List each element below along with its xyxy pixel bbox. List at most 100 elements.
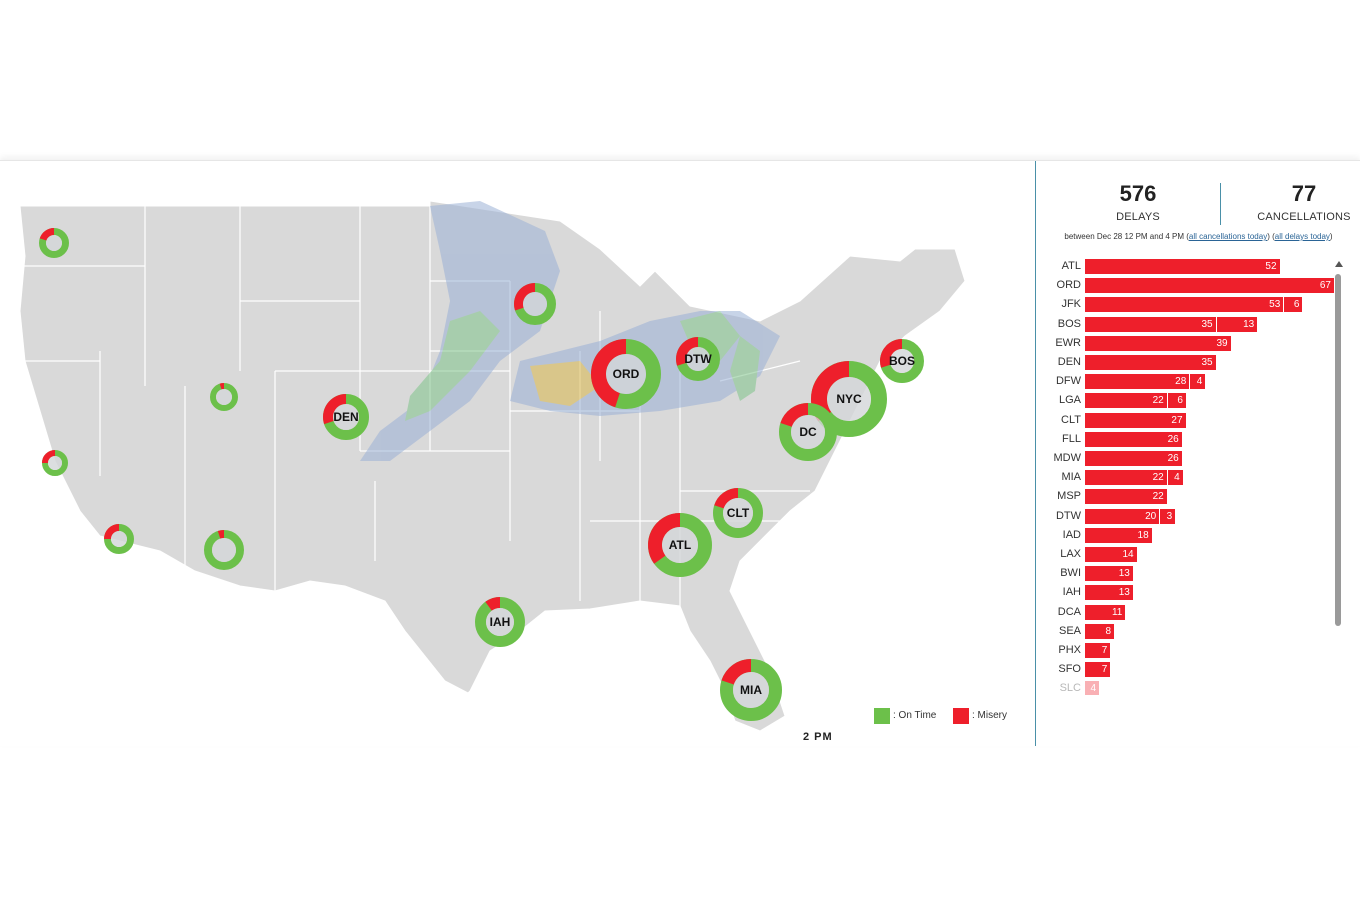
airport-marker[interactable]	[39, 228, 69, 258]
cancellations-bar[interactable]: 3	[1160, 508, 1177, 524]
airport-bar-row[interactable]: FLL 26	[1036, 431, 1336, 447]
airport-marker[interactable]	[42, 450, 68, 476]
delays-bar[interactable]: 4	[1085, 681, 1101, 695]
delays-bar[interactable]: 22	[1085, 489, 1168, 505]
cancellations-bar[interactable]: 4	[1167, 470, 1184, 486]
airport-bar-row[interactable]: DTW 20 3	[1036, 508, 1336, 524]
airport-bar-row[interactable]: LAX 14	[1036, 547, 1336, 562]
stats-sidebar: 576 DELAYS 77 CANCELLATIONS between Dec …	[1035, 161, 1360, 746]
airport-bar-chart[interactable]: ATL 52 ORD 67 JFK 53 6 BOS 35 13 EWR 39 DEN 35 DFW 28 4 L…	[1036, 259, 1336, 695]
misery-ring-segment	[323, 394, 347, 425]
delays-bar[interactable]: 13	[1085, 585, 1134, 601]
airport-bar-row[interactable]: CLT 27	[1036, 412, 1336, 428]
marker-label: ATL	[669, 538, 691, 552]
marker-center	[523, 292, 547, 316]
marker-center	[216, 389, 232, 405]
delays-bar[interactable]: 18	[1085, 527, 1153, 543]
delays-bar[interactable]: 22	[1085, 393, 1168, 409]
misery-ring-segment	[880, 339, 903, 368]
airport-bar-row[interactable]: BWI 13	[1036, 566, 1336, 582]
scrollbar-thumb[interactable]	[1335, 274, 1341, 626]
cancellations-bar[interactable]: 6	[1284, 297, 1304, 313]
airport-marker-atl[interactable]: ATL	[648, 513, 712, 577]
airport-marker-ord[interactable]: ORD	[591, 339, 661, 409]
airport-bar-row[interactable]: SLC 4	[1036, 681, 1336, 695]
marker-center	[46, 235, 62, 251]
map-panel[interactable]: ORD DTW BOS NYC DC DEN CLT ATL IAH MIA : On Time …	[0, 161, 1035, 746]
airport-bar-row[interactable]: MDW 26	[1036, 451, 1336, 466]
on-time-legend-swatch	[874, 708, 890, 724]
airport-marker[interactable]	[514, 283, 556, 325]
airport-marker-dtw[interactable]: DTW	[676, 337, 720, 381]
cancellations-bar[interactable]: 13	[1216, 316, 1259, 332]
delays-bar[interactable]: 35	[1085, 355, 1217, 370]
delays-bar[interactable]: 13	[1085, 566, 1134, 582]
airport-marker[interactable]	[104, 524, 134, 554]
marker-label: CLT	[727, 506, 750, 520]
delays-bar[interactable]: 20	[1085, 508, 1161, 524]
marker-center	[890, 349, 914, 373]
airport-marker-den[interactable]: DEN	[323, 394, 369, 440]
airport-bar-row[interactable]: IAD 18	[1036, 527, 1336, 543]
misery-ring-segment	[217, 530, 225, 539]
time-label: 2 PM	[803, 731, 833, 743]
marker-label: DTW	[684, 352, 712, 366]
delays-bar[interactable]: 52	[1085, 259, 1281, 274]
delays-bar[interactable]: 35	[1085, 316, 1217, 332]
airport-bar-row[interactable]: DEN 35	[1036, 355, 1336, 370]
airport-code: IAH	[1062, 586, 1081, 599]
delays-bar[interactable]: 11	[1085, 604, 1127, 620]
delays-bar[interactable]: 67	[1085, 278, 1335, 294]
delays-bar[interactable]: 28	[1085, 374, 1191, 390]
us-map[interactable]: ORD DTW BOS NYC DC DEN CLT ATL IAH MIA	[0, 161, 1035, 746]
airport-marker-bos[interactable]: BOS	[880, 339, 924, 383]
marker-label: IAH	[490, 615, 511, 629]
airport-bar-row[interactable]: MSP 22	[1036, 489, 1336, 505]
airport-bar-row[interactable]: ORD 67	[1036, 278, 1336, 294]
delays-bar[interactable]: 7	[1085, 643, 1112, 658]
misery-ring-segment	[780, 403, 809, 428]
delays-bar[interactable]: 7	[1085, 662, 1112, 678]
airport-bar-row[interactable]: IAH 13	[1036, 585, 1336, 601]
cancellations-bar[interactable]: 6	[1167, 393, 1187, 409]
delays-bar[interactable]: 26	[1085, 451, 1183, 466]
delays-bar[interactable]: 14	[1085, 547, 1138, 562]
delays-bar[interactable]: 27	[1085, 412, 1187, 428]
airport-bar-row[interactable]: JFK 53 6	[1036, 297, 1336, 313]
airport-marker-mia[interactable]: MIA	[720, 659, 782, 721]
airport-bar-row[interactable]: SEA 8	[1036, 623, 1336, 639]
marker-center	[111, 531, 127, 547]
airport-bar-row[interactable]: PHX 7	[1036, 643, 1336, 658]
airport-bar-row[interactable]: BOS 35 13	[1036, 316, 1336, 332]
airport-bar-row[interactable]: DFW 28 4	[1036, 374, 1336, 390]
airport-bar-row[interactable]: ATL 52	[1036, 259, 1336, 274]
airport-bar-row[interactable]: DCA 11	[1036, 604, 1336, 620]
airport-bar-row[interactable]: LGA 22 6	[1036, 393, 1336, 409]
airport-marker-clt[interactable]: CLT	[713, 488, 763, 538]
cancellations-bar[interactable]: 4	[1190, 374, 1207, 390]
all-delays-link[interactable]: all delays today	[1274, 232, 1330, 241]
airport-bar-row[interactable]: MIA 22 4	[1036, 470, 1336, 486]
airport-marker[interactable]	[210, 383, 238, 411]
delays-bar[interactable]: 53	[1085, 297, 1285, 313]
delays-bar[interactable]: 26	[1085, 431, 1183, 447]
delays-bar[interactable]: 22	[1085, 470, 1168, 486]
airport-marker-nyc[interactable]: NYC	[811, 361, 887, 437]
airport-bar-row[interactable]: EWR 39	[1036, 335, 1336, 351]
airport-bar-row[interactable]: SFO 7	[1036, 662, 1336, 678]
delays-bar[interactable]: 39	[1085, 335, 1232, 351]
airport-code: DEN	[1057, 356, 1081, 368]
airport-marker-dc[interactable]: DC	[779, 403, 837, 461]
cancellations-count: 77	[1291, 181, 1317, 206]
scroll-up-arrow-icon[interactable]	[1335, 261, 1343, 267]
airport-marker[interactable]	[204, 530, 244, 570]
marker-center	[606, 354, 646, 394]
airport-markers[interactable]: ORD DTW BOS NYC DC DEN CLT ATL IAH MIA	[39, 228, 924, 721]
airport-marker-iah[interactable]: IAH	[475, 597, 525, 647]
airport-code: MIA	[1061, 471, 1081, 484]
airport-code: ATL	[1061, 260, 1081, 272]
marker-label: MIA	[740, 683, 762, 697]
airport-code: MSP	[1057, 490, 1081, 503]
all-cancellations-link[interactable]: all cancellations today	[1188, 232, 1268, 241]
delays-bar[interactable]: 8	[1085, 623, 1116, 639]
